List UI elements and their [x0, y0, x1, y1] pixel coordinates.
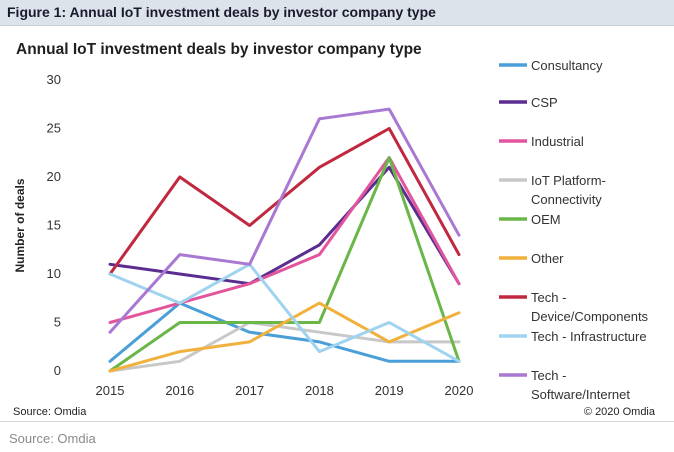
- legend: Consultancy CSP Industrial IoT Platform- Con…: [499, 58, 649, 402]
- source-caption: Source: Omdia: [9, 431, 96, 446]
- legend-label: Software/Internet: [531, 387, 630, 402]
- legend-label: Connectivity: [531, 192, 602, 207]
- legend-label: IoT Platform-: [531, 173, 606, 188]
- legend-item: Tech - Software/Internet: [499, 368, 630, 402]
- series-line: [108, 165, 461, 286]
- y-axis-label: Number of deals: [13, 178, 27, 272]
- y-tick-label: 0: [54, 363, 61, 378]
- x-tick-label: 2017: [235, 383, 264, 398]
- legend-label: Tech -: [531, 290, 566, 305]
- legend-item: OEM: [499, 212, 561, 227]
- legend-label: Tech - Infrastructure: [531, 329, 647, 344]
- legend-item: CSP: [499, 95, 558, 110]
- legend-label: Industrial: [531, 134, 584, 149]
- y-tick-label: 15: [47, 218, 61, 233]
- y-tick-label: 10: [47, 266, 61, 281]
- series-line: [108, 262, 461, 363]
- legend-item: Consultancy: [499, 58, 603, 73]
- legend-item: IoT Platform- Connectivity: [499, 173, 606, 207]
- y-tick-label: 20: [47, 169, 61, 184]
- x-tick-label: 2018: [305, 383, 334, 398]
- x-tick-label: 2016: [165, 383, 194, 398]
- y-tick-label: 5: [54, 315, 61, 330]
- legend-item: Tech - Infrastructure: [499, 329, 647, 344]
- legend-item: Tech - Device/Components: [499, 290, 649, 324]
- figure-label: Figure 1: Annual IoT investment deals by…: [7, 4, 436, 20]
- legend-label: Tech -: [531, 368, 566, 383]
- y-tick-label: 25: [47, 121, 61, 136]
- legend-label: Consultancy: [531, 58, 603, 73]
- x-tick-label: 2015: [96, 383, 125, 398]
- series-line: [108, 321, 461, 373]
- series-line: [108, 301, 461, 373]
- series-line: [108, 156, 461, 324]
- x-tick-label: 2019: [375, 383, 404, 398]
- y-tick-label: 30: [47, 72, 61, 87]
- legend-item: Industrial: [499, 134, 584, 149]
- figure-header: Figure 1: Annual IoT investment deals by…: [0, 0, 674, 26]
- series-line: [108, 127, 461, 276]
- axes: 0 5 10 15 20 25 30 2015 2016 2017 2018 2019 2020 Numb…: [13, 72, 473, 398]
- series-layer: [108, 107, 461, 373]
- x-tick-label: 2020: [445, 383, 474, 398]
- series-line: [108, 301, 461, 363]
- copyright-note: © 2020 Omdia: [583, 406, 655, 418]
- legend-label: Device/Components: [531, 309, 649, 324]
- legend-label: CSP: [531, 95, 558, 110]
- source-note: Source: Omdia: [13, 406, 87, 418]
- legend-label: OEM: [531, 212, 561, 227]
- chart-title: Annual IoT investment deals by investor …: [16, 41, 422, 58]
- series-line: [108, 107, 461, 334]
- legend-item: Other: [499, 251, 564, 266]
- legend-label: Other: [531, 251, 564, 266]
